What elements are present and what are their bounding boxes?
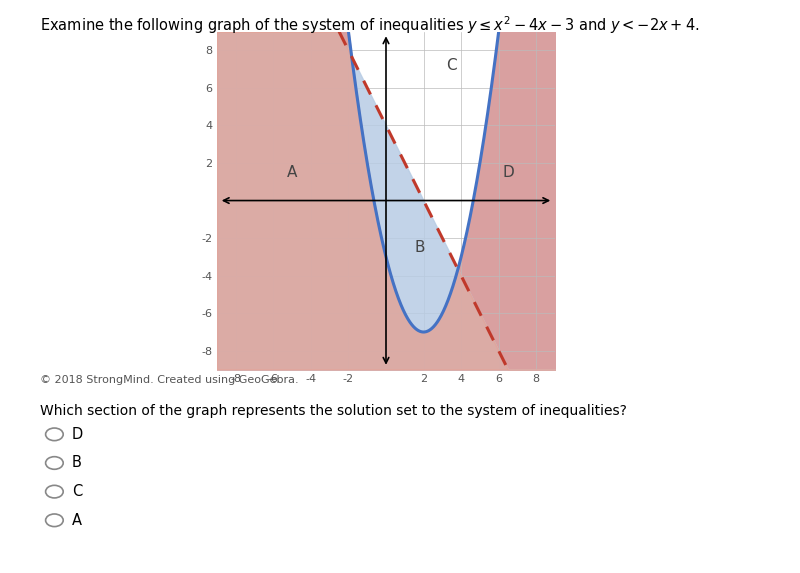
Text: A: A	[72, 513, 82, 528]
Text: Examine the following graph of the system of inequalities $y \leq x^2 - 4x - 3$ : Examine the following graph of the syste…	[40, 14, 699, 36]
Text: Which section of the graph represents the solution set to the system of inequali: Which section of the graph represents th…	[40, 404, 627, 418]
Text: A: A	[287, 165, 298, 180]
Text: C: C	[72, 484, 82, 499]
Text: D: D	[72, 427, 83, 442]
Text: D: D	[502, 165, 514, 180]
Text: B: B	[414, 240, 425, 255]
Text: © 2018 StrongMind. Created using GeoGebra.: © 2018 StrongMind. Created using GeoGebr…	[40, 375, 298, 385]
Text: B: B	[72, 456, 82, 470]
Text: C: C	[446, 58, 457, 73]
